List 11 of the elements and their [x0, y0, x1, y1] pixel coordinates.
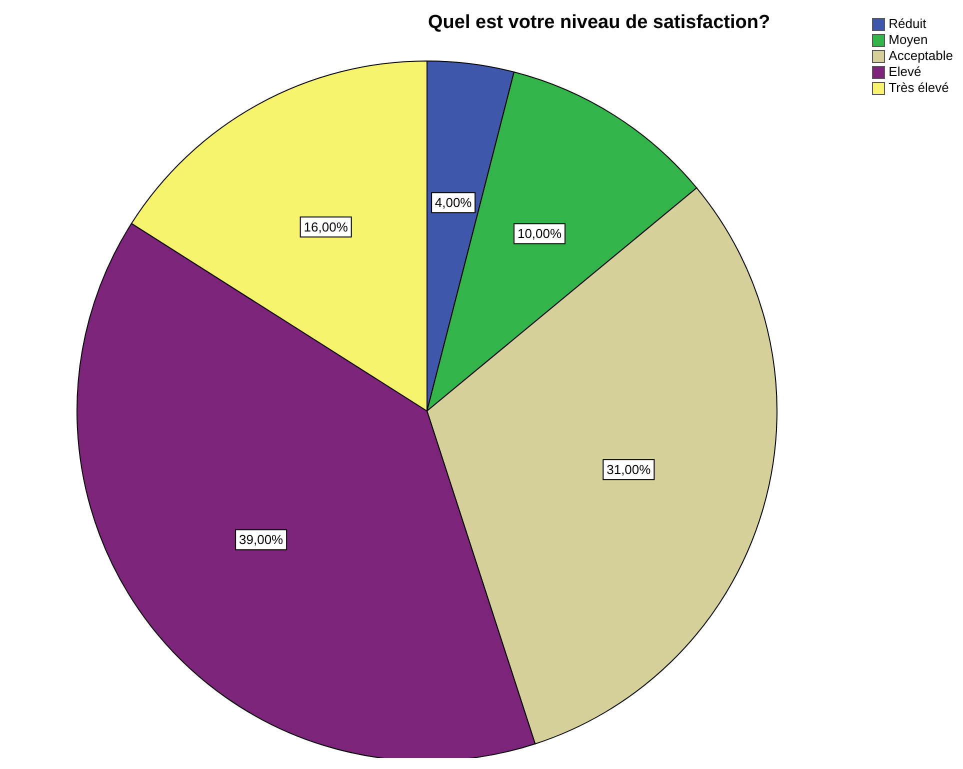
chart-title: Quel est votre niveau de satisfaction?	[428, 12, 770, 34]
legend-label: Elevé	[888, 64, 922, 80]
legend-label: Réduit	[888, 16, 926, 32]
legend-label: Acceptable	[888, 48, 953, 64]
data-label: 16,00%	[304, 219, 348, 234]
data-label: 39,00%	[239, 532, 284, 548]
legend-label: Moyen	[888, 32, 928, 48]
data-label: 10,00%	[517, 226, 562, 242]
data-label: 4,00%	[434, 195, 472, 210]
legend-label: Très élevé	[888, 80, 949, 96]
data-label: 31,00%	[606, 462, 652, 478]
